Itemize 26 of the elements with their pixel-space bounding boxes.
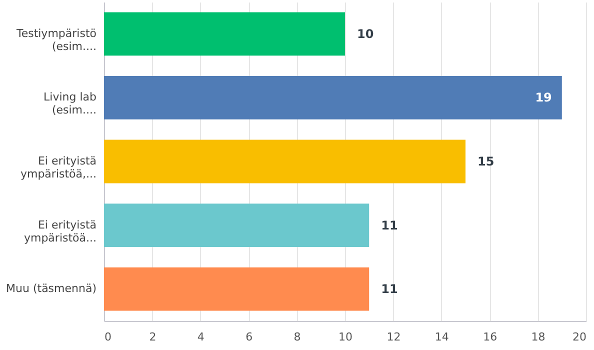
y-tick-label: Testiympäristö (esim.... bbox=[15, 26, 97, 53]
x-tick-label: 10 bbox=[338, 330, 352, 344]
y-tick-label: Living lab (esim.... bbox=[44, 90, 97, 117]
bar bbox=[104, 140, 466, 184]
bar bbox=[104, 76, 562, 120]
data-label: 11 bbox=[381, 282, 398, 296]
y-tick-label: Ei erityistä ympäristöä... bbox=[24, 218, 96, 244]
y-tick-label: Muu (täsmennä) bbox=[6, 282, 96, 296]
y-tick-label: Ei erityistä ympäristöä,... bbox=[20, 154, 96, 180]
data-label: 11 bbox=[381, 218, 398, 232]
x-tick-label: 20 bbox=[572, 330, 586, 344]
x-tick-label: 16 bbox=[483, 330, 498, 344]
x-tick-label: 6 bbox=[246, 330, 253, 344]
bar bbox=[104, 267, 370, 311]
x-tick-label: 14 bbox=[434, 330, 449, 344]
x-tick-label: 2 bbox=[149, 330, 156, 344]
x-tick-label: 0 bbox=[104, 330, 112, 344]
x-tick-label: 18 bbox=[531, 330, 546, 344]
data-label: 19 bbox=[535, 90, 552, 105]
data-label: 10 bbox=[357, 26, 374, 41]
bar bbox=[104, 204, 370, 247]
x-tick-label: 12 bbox=[386, 330, 401, 344]
x-tick-label: 8 bbox=[294, 330, 301, 344]
bar bbox=[104, 12, 345, 56]
data-label: 15 bbox=[478, 154, 494, 168]
x-tick-label: 4 bbox=[197, 330, 204, 344]
